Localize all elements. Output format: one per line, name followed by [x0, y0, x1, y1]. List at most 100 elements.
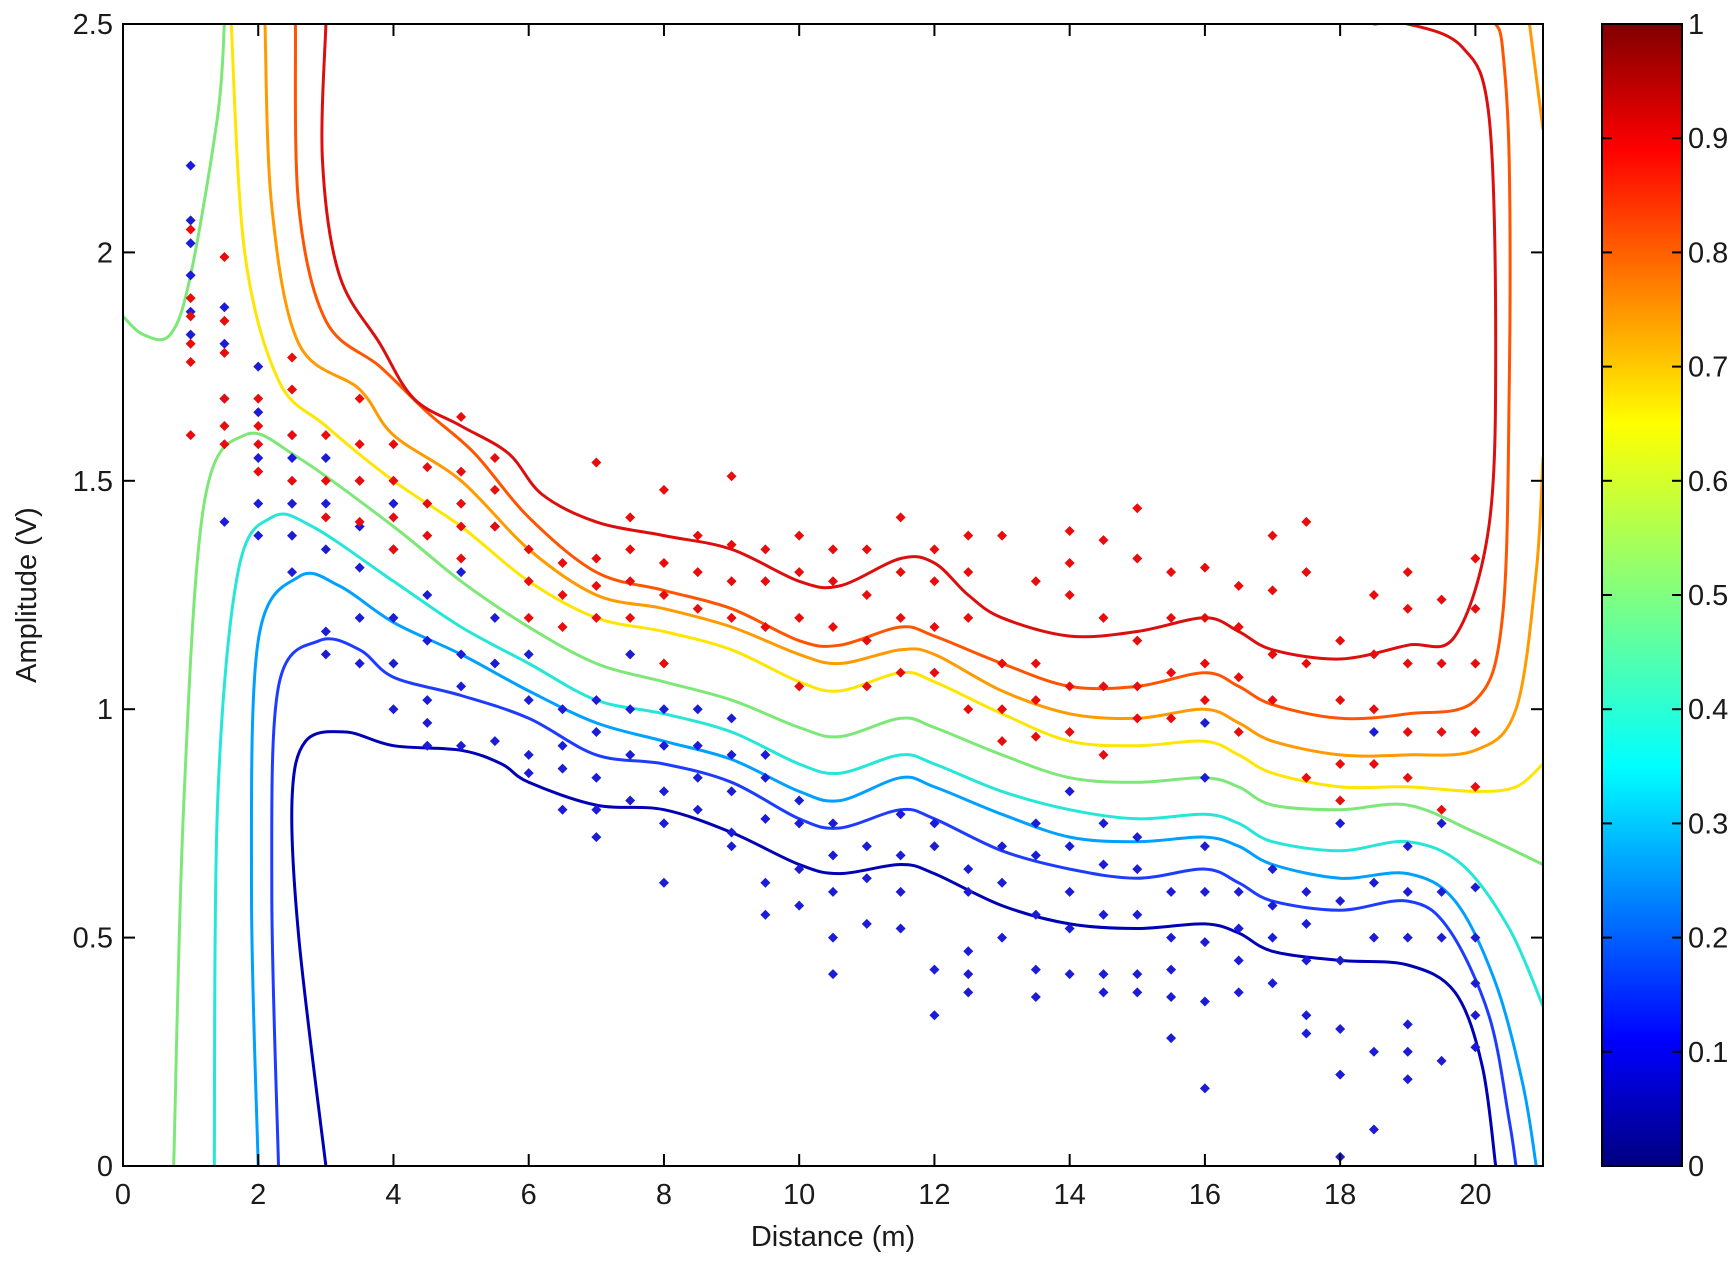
red-data-point	[1301, 516, 1312, 527]
blue-data-point	[1436, 1055, 1447, 1066]
plot-area: 0 2 4 6 8 10 12 14 16 18 20 0 0.5 1 1.5 2 2.5 Distance …	[11, 9, 1544, 1253]
red-data-point	[1166, 612, 1177, 623]
red-data-point	[828, 621, 838, 632]
blue-data-point	[287, 452, 298, 463]
blue-data-point	[828, 818, 838, 829]
blue-data-point	[557, 804, 568, 815]
red-data-point	[828, 544, 838, 555]
blue-data-point	[1335, 896, 1346, 907]
red-data-point	[1199, 658, 1210, 669]
blue-data-point	[185, 329, 196, 340]
blue-data-point	[1335, 818, 1346, 829]
red-data-point	[658, 484, 669, 495]
red-data-point	[692, 603, 703, 614]
blue-data-point	[1301, 1028, 1312, 1039]
blue-data-point	[726, 827, 737, 838]
contour-lines	[123, 24, 1543, 1166]
blue-data-point	[456, 681, 467, 692]
red-data-point	[320, 512, 331, 523]
red-data-point	[1166, 567, 1177, 578]
scatter-points	[185, 160, 1481, 1162]
red-data-point	[320, 430, 331, 441]
colorbar-tick-label: 0.5	[1688, 580, 1728, 612]
colorbar-tick-label: 1	[1688, 9, 1704, 41]
blue-data-point	[1368, 1124, 1379, 1135]
blue-data-point	[1436, 886, 1447, 897]
contour-line-0-8-9	[293, 24, 1512, 721]
blue-data-point	[760, 772, 771, 783]
blue-data-point	[1267, 864, 1278, 875]
blue-data-point	[422, 590, 433, 600]
blue-data-point	[1335, 1023, 1346, 1034]
blue-data-point	[760, 813, 771, 824]
blue-data-point	[185, 270, 196, 281]
blue-data-point	[794, 818, 805, 829]
red-data-point	[287, 430, 298, 441]
red-data-point	[185, 311, 196, 322]
red-data-point	[253, 393, 264, 404]
red-data-point	[963, 612, 974, 623]
red-data-point	[456, 553, 467, 564]
blue-data-point	[1030, 818, 1041, 829]
red-data-point	[895, 567, 906, 578]
blue-data-point	[253, 498, 264, 509]
blue-data-point	[625, 749, 636, 760]
blue-data-point	[1098, 969, 1109, 980]
blue-data-point	[1166, 991, 1177, 1002]
blue-data-point	[1368, 727, 1379, 738]
y-axis: 0 0.5 1 1.5 2 2.5	[73, 9, 1543, 1183]
red-data-point	[1436, 658, 1447, 669]
blue-data-point	[1199, 937, 1210, 948]
red-data-point	[658, 590, 669, 600]
blue-data-point	[1368, 1046, 1379, 1057]
blue-data-point	[929, 841, 940, 852]
blue-data-point	[794, 900, 805, 911]
red-data-point	[692, 530, 703, 541]
red-data-point	[997, 736, 1008, 747]
red-data-point	[1064, 526, 1075, 537]
red-data-point	[523, 576, 534, 587]
blue-data-point	[1030, 964, 1041, 975]
red-data-point	[1436, 727, 1447, 738]
blue-data-point	[692, 804, 703, 815]
blue-data-point	[219, 338, 230, 349]
blue-data-point	[1233, 886, 1244, 897]
x-axis: 0 2 4 6 8 10 12 14 16 18 20	[115, 24, 1492, 1211]
red-data-point	[287, 475, 298, 486]
red-data-point	[422, 530, 433, 541]
blue-data-point	[625, 704, 636, 715]
blue-data-point	[185, 215, 196, 226]
blue-data-point	[1166, 886, 1177, 897]
red-data-point	[1267, 649, 1278, 660]
blue-data-point	[963, 864, 974, 875]
colorbar-tick-label: 0.1	[1688, 1037, 1728, 1069]
blue-data-point	[422, 695, 433, 706]
blue-data-point	[388, 704, 399, 715]
red-data-point	[219, 347, 230, 358]
red-data-point	[219, 251, 230, 262]
blue-data-point	[287, 498, 298, 509]
blue-data-point	[523, 695, 534, 706]
blue-data-point	[557, 740, 568, 751]
red-data-point	[760, 621, 771, 632]
red-data-point	[997, 704, 1008, 715]
blue-data-point	[489, 658, 500, 669]
blue-data-point	[1199, 1083, 1210, 1094]
blue-data-point	[1030, 850, 1041, 861]
red-data-point	[456, 498, 467, 509]
red-data-point	[1098, 535, 1109, 546]
red-data-point	[625, 544, 636, 555]
red-data-point	[1132, 503, 1143, 514]
red-data-point	[1064, 558, 1075, 569]
blue-data-point	[726, 749, 737, 760]
blue-data-point	[1132, 969, 1143, 980]
red-data-point	[557, 590, 568, 600]
blue-data-point	[1470, 932, 1481, 943]
x-tick-label: 2	[250, 1179, 266, 1211]
colorbar-tick-label: 0	[1688, 1151, 1704, 1183]
red-data-point	[456, 411, 467, 422]
red-data-point	[185, 224, 196, 235]
blue-data-point	[726, 841, 737, 852]
blue-data-point	[1233, 955, 1244, 966]
blue-data-point	[320, 626, 331, 637]
